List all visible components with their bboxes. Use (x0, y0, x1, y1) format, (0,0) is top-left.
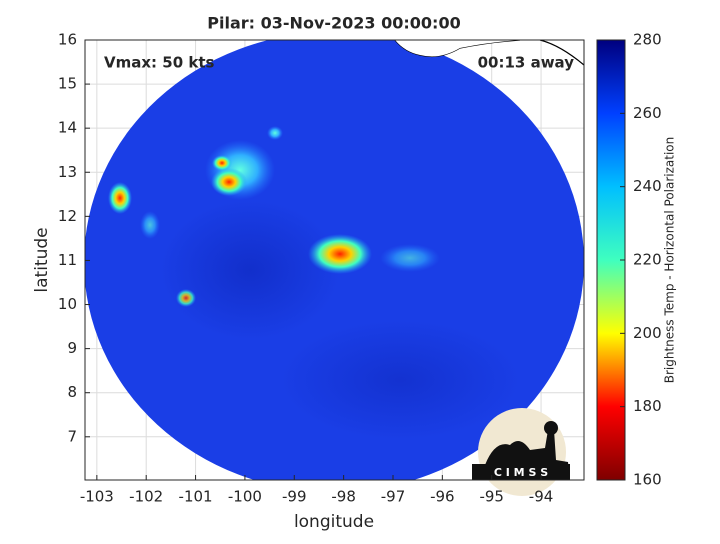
y-tick-label: 8 (67, 383, 77, 401)
x-tick-label: -102 (129, 488, 163, 506)
x-tick-label: -97 (381, 488, 406, 506)
colorbar-tick-label: 180 (633, 397, 662, 415)
colorbar-tick-label: 280 (633, 31, 662, 49)
cloud (267, 126, 283, 140)
colorbar-tick-label: 220 (633, 251, 662, 269)
x-tick-label: -101 (179, 488, 213, 506)
x-tick-label: -94 (529, 488, 554, 506)
logo: C I M S S (472, 408, 570, 496)
logo-text: C I M S S (494, 466, 548, 479)
convection (176, 289, 196, 307)
cloud (140, 211, 160, 239)
logo-band (472, 464, 570, 480)
y-tick-label: 11 (58, 251, 77, 269)
cold-region (160, 200, 340, 340)
chart-title: Pilar: 03-Nov-2023 00:00:00 (207, 14, 460, 33)
cold-region (280, 320, 520, 440)
x-axis-label: longitude (294, 512, 374, 532)
y-tick-label: 9 (67, 339, 77, 357)
x-tick-label: -100 (228, 488, 262, 506)
land (395, 40, 520, 57)
y-tick-label: 7 (67, 427, 77, 445)
swath (85, 40, 584, 480)
colorbar-tick-label: 260 (633, 104, 662, 122)
colorbar-tick-label: 200 (633, 324, 662, 342)
y-tick-label: 12 (58, 207, 77, 225)
y-tick-label: 16 (58, 31, 77, 49)
convection (308, 234, 372, 274)
cloud (380, 244, 440, 272)
y-tick-label: 14 (58, 119, 77, 137)
y-tick-label: 10 (58, 295, 77, 313)
y-tick-label: 13 (58, 163, 77, 181)
x-tick-label: -99 (282, 488, 307, 506)
y-axis-label: latitude (32, 227, 52, 292)
colorbar-label: Brightness Temp - Horizontal Polarizatio… (663, 137, 677, 384)
convection (108, 182, 132, 214)
colorbar-tick-label: 240 (633, 177, 662, 195)
x-tick-label: -96 (430, 488, 455, 506)
convection (212, 155, 232, 171)
x-tick-label: -95 (479, 488, 504, 506)
logo-tower (544, 421, 558, 435)
colorbar-tick-label: 160 (633, 471, 662, 489)
convection (211, 168, 247, 196)
y-tick-label: 15 (58, 75, 77, 93)
x-tick-label: -103 (80, 488, 114, 506)
annotation: Vmax: 50 kts (104, 54, 214, 72)
x-tick-label: -98 (331, 488, 356, 506)
annotation: 00:13 away (478, 54, 575, 72)
